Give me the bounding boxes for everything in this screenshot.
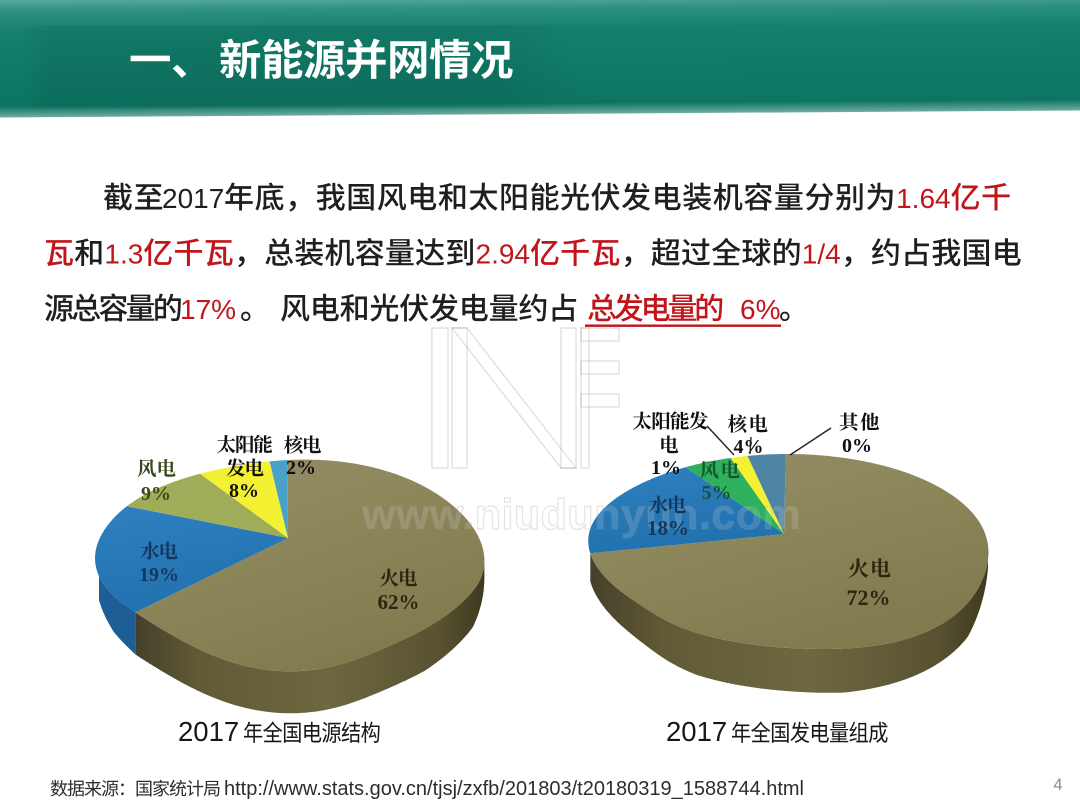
svg-text:www.niudunyun.com: www.niudunyun.com — [361, 491, 801, 539]
svg-text:17%: 17% — [180, 294, 236, 325]
svg-text:4%: 4% — [734, 436, 764, 458]
svg-text:2017: 2017 — [666, 716, 727, 747]
svg-text:8%: 8% — [229, 480, 259, 502]
svg-text:6%: 6% — [740, 294, 780, 325]
svg-text:62%: 62% — [378, 590, 420, 614]
svg-text:1.64: 1.64 — [896, 183, 951, 214]
svg-text:2017: 2017 — [162, 183, 224, 214]
svg-text:4: 4 — [1053, 776, 1062, 794]
svg-text:1/4: 1/4 — [802, 239, 841, 270]
svg-text:2.94: 2.94 — [476, 239, 531, 270]
svg-text:1%: 1% — [651, 457, 681, 479]
svg-text:1.3: 1.3 — [104, 239, 143, 270]
svg-text:5%: 5% — [702, 482, 732, 504]
svg-text:2017: 2017 — [178, 716, 239, 747]
svg-text:0%: 0% — [842, 435, 872, 457]
svg-text:http://www.stats.gov.cn/tjsj/z: http://www.stats.gov.cn/tjsj/zxfb/201803… — [224, 778, 804, 800]
svg-text:18%: 18% — [647, 516, 689, 540]
svg-text:2%: 2% — [286, 457, 316, 479]
svg-text:19%: 19% — [139, 564, 179, 586]
svg-text:9%: 9% — [141, 483, 171, 505]
svg-text:72%: 72% — [847, 585, 891, 610]
